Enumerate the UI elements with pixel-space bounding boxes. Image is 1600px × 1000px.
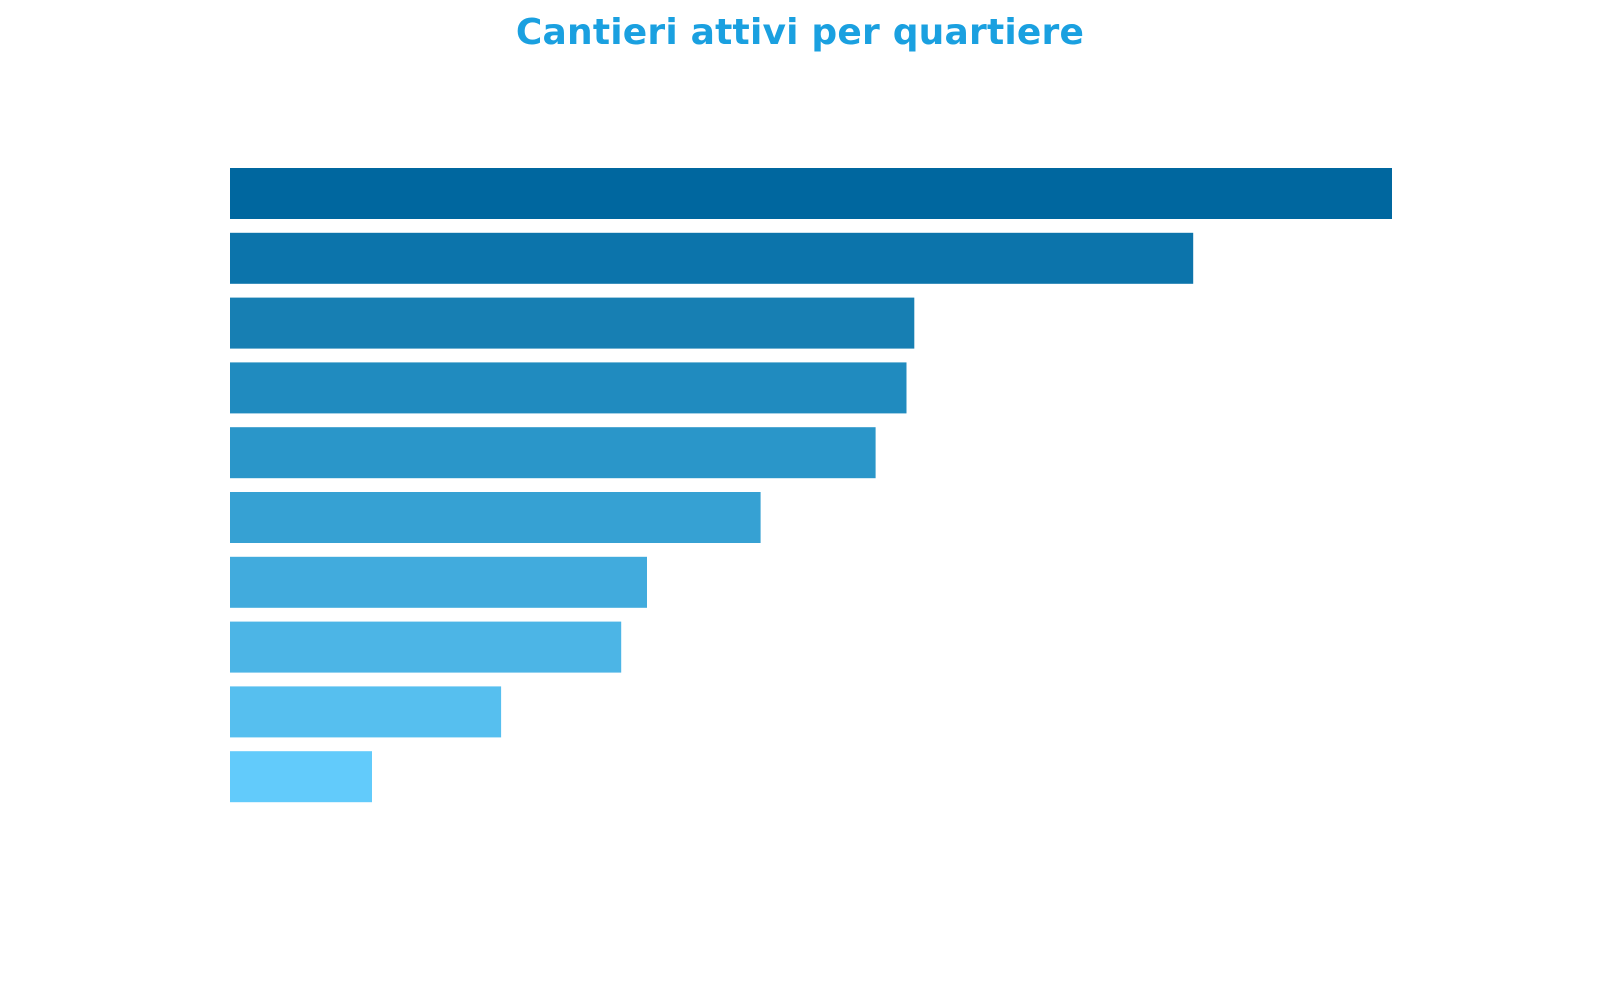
bar-9 (230, 686, 502, 738)
bar-1 (230, 168, 1392, 219)
chart-title: Cantieri attivi per quartiere (515, 12, 1085, 53)
bar-5 (230, 427, 876, 479)
bar-10 (230, 751, 372, 803)
bar-3 (230, 297, 915, 349)
bar-6 (230, 492, 761, 543)
bar-8 (230, 621, 622, 673)
bar-4 (230, 362, 907, 414)
bar-2 (230, 232, 1194, 284)
bar-7 (230, 556, 647, 608)
bars-group (230, 168, 1392, 803)
